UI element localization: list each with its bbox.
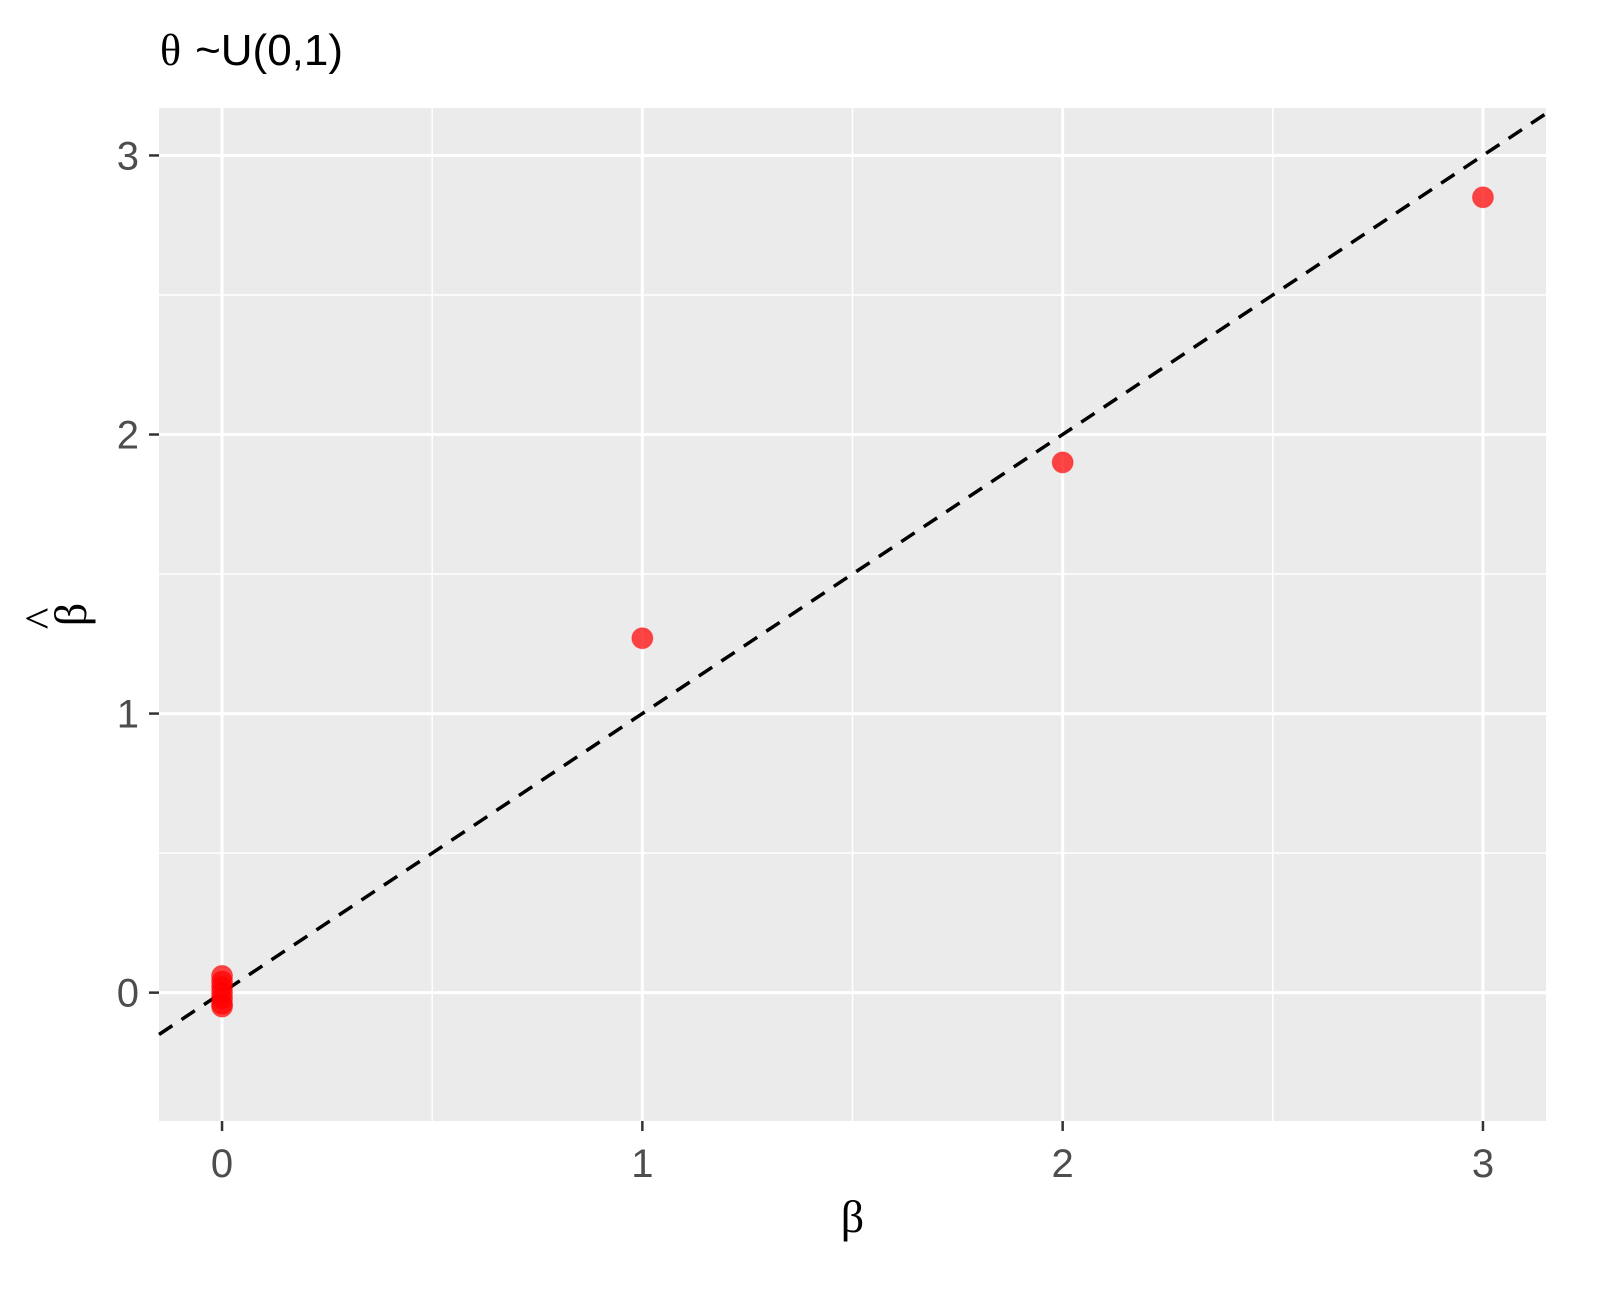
data-points (211, 186, 1494, 1018)
major-gridlines (159, 108, 1546, 1121)
x-tick-label: 3 (1472, 1142, 1494, 1186)
y-tick-label: 1 (117, 693, 139, 737)
y-tick-label: 0 (117, 972, 139, 1016)
chart-title-symbol: θ (160, 26, 181, 75)
x-tick-label: 1 (631, 1142, 653, 1186)
y-tick-label: 3 (117, 134, 139, 178)
y-axis-title: β ^ (15, 603, 96, 630)
y-axis: 0 1 2 3 (117, 134, 159, 1016)
y-axis-title-hat: ^ (15, 608, 66, 630)
minor-gridlines (159, 108, 1546, 1121)
reference-line-group (158, 112, 1547, 1036)
data-point (631, 627, 654, 650)
x-axis-title: β (841, 1191, 864, 1242)
data-point (1471, 186, 1494, 209)
y-axis-title-text: β (45, 603, 96, 626)
reference-line (158, 112, 1547, 1036)
x-tick-label: 2 (1052, 1142, 1074, 1186)
x-tick-label: 0 (211, 1142, 233, 1186)
data-point (211, 995, 234, 1018)
y-tick-label: 2 (117, 414, 139, 458)
data-point (1051, 451, 1074, 474)
x-axis: 0 1 2 3 (211, 1121, 1494, 1186)
chart-title: θ ~U(0,1) (160, 26, 343, 75)
chart-title-text: ~U(0,1) (195, 26, 343, 75)
